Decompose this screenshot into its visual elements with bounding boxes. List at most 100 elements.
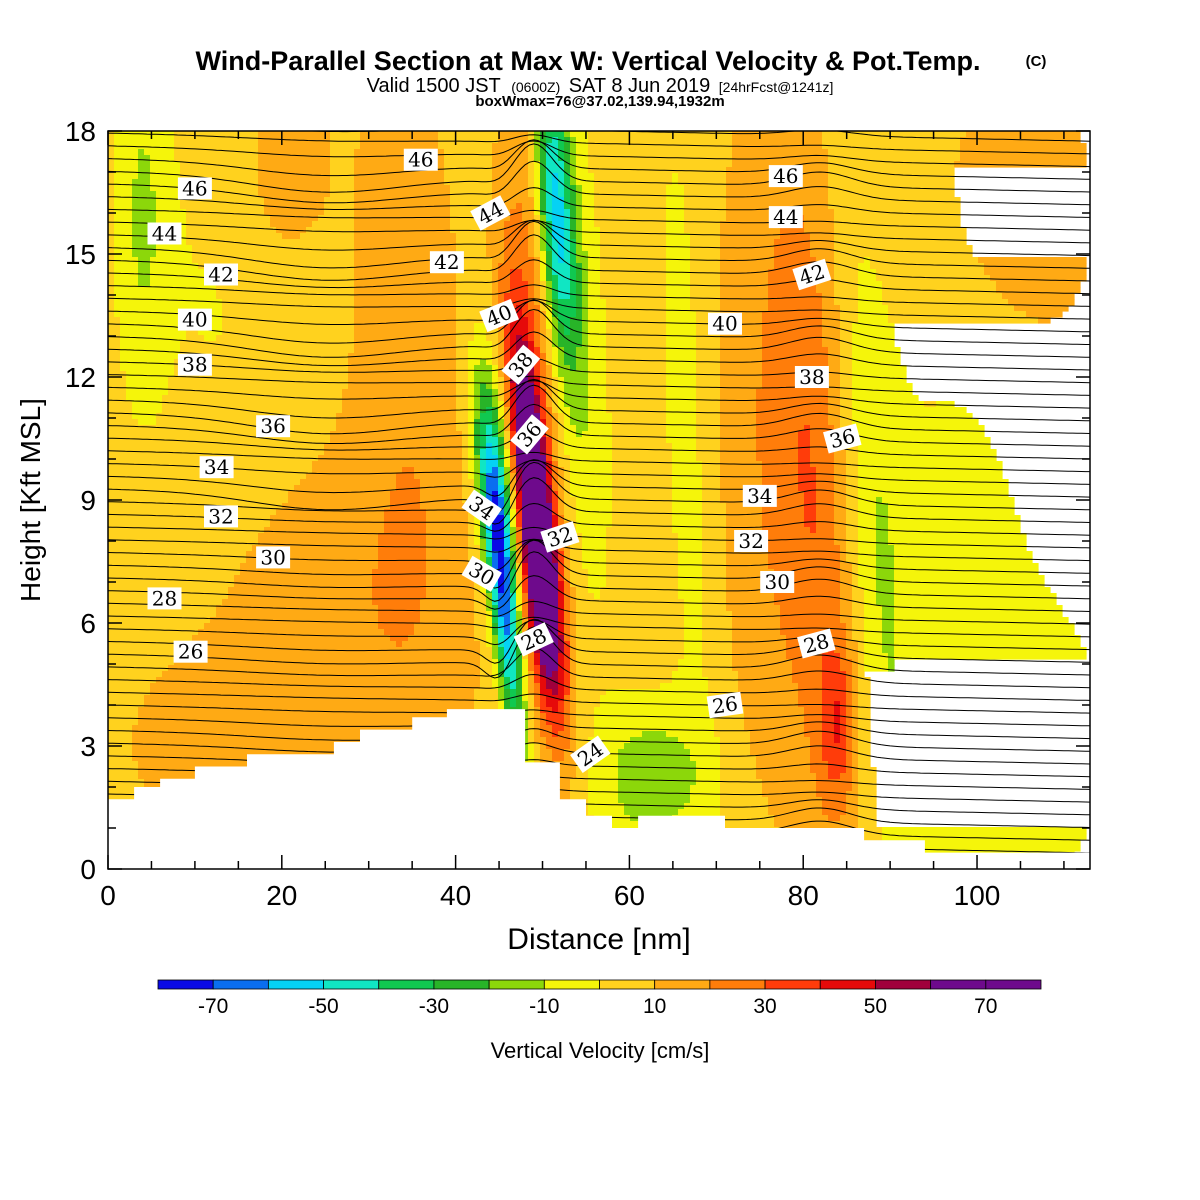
isentrope-line xyxy=(108,459,1090,498)
velocity-cell xyxy=(540,407,547,414)
velocity-cell xyxy=(762,359,829,366)
velocity-cell xyxy=(528,239,535,246)
colorbar-tick-label: -30 xyxy=(419,995,449,1018)
velocity-cell xyxy=(720,383,763,390)
velocity-cell xyxy=(798,437,811,444)
velocity-cell xyxy=(534,605,559,612)
isentrope-line xyxy=(108,220,1090,269)
velocity-cell xyxy=(378,563,427,570)
velocity-cell xyxy=(858,527,877,534)
velocity-cell xyxy=(588,281,601,288)
velocity-cell xyxy=(384,515,427,522)
velocity-cell xyxy=(528,563,559,570)
velocity-cell xyxy=(858,455,997,462)
velocity-cell xyxy=(576,281,583,288)
velocity-cell xyxy=(546,455,553,462)
velocity-cell xyxy=(678,539,703,546)
velocity-cell xyxy=(132,407,163,414)
contour-label-text: 32 xyxy=(208,504,233,528)
velocity-cell xyxy=(330,131,361,138)
velocity-cell xyxy=(492,287,499,294)
velocity-cell xyxy=(834,719,841,726)
velocity-cell xyxy=(552,395,559,402)
velocity-cell xyxy=(570,203,577,210)
velocity-cell xyxy=(534,365,541,372)
velocity-cell xyxy=(666,221,685,228)
velocity-cell xyxy=(534,317,541,324)
velocity-cell xyxy=(492,155,529,162)
velocity-cell xyxy=(510,509,517,516)
velocity-cell xyxy=(528,155,535,162)
velocity-cell xyxy=(180,173,259,180)
velocity-cell xyxy=(846,719,853,726)
isentrope-line xyxy=(108,430,1090,460)
velocity-cell xyxy=(510,491,517,498)
velocity-cell xyxy=(108,485,295,492)
velocity-cell xyxy=(480,389,493,396)
velocity-cell xyxy=(570,365,577,372)
velocity-cell xyxy=(540,221,547,228)
forecast-tag: [24hrFcst@1241z] xyxy=(719,79,834,95)
velocity-cell xyxy=(852,431,985,438)
velocity-cell xyxy=(258,185,331,192)
velocity-cell xyxy=(510,557,517,564)
valid-time-line: Valid 1500 JST (0600Z) SAT 8 Jun 2019 [2… xyxy=(367,75,834,97)
velocity-cell xyxy=(318,215,355,222)
isentrope-line xyxy=(108,297,1090,320)
velocity-cell xyxy=(108,179,115,186)
velocity-cell xyxy=(546,353,553,360)
velocity-cell xyxy=(894,611,1063,618)
velocity-cell xyxy=(150,263,199,270)
velocity-cell xyxy=(756,773,817,780)
velocity-cell xyxy=(588,275,601,282)
isentrope-line xyxy=(108,132,1090,155)
velocity-cell xyxy=(108,263,115,270)
velocity-cell xyxy=(954,161,1087,168)
velocity-cell xyxy=(330,143,361,150)
velocity-cell xyxy=(522,557,529,564)
velocity-cell xyxy=(564,197,571,204)
velocity-cell xyxy=(852,635,865,642)
velocity-cell xyxy=(846,749,853,756)
velocity-cell xyxy=(564,329,571,336)
velocity-cell xyxy=(456,305,493,312)
velocity-cell xyxy=(456,401,469,408)
velocity-cell xyxy=(540,233,547,240)
velocity-cell xyxy=(474,581,481,588)
velocity-cell xyxy=(222,305,355,312)
velocity-cell xyxy=(852,731,859,738)
x-tick-label: 100 xyxy=(954,880,1001,911)
velocity-cell xyxy=(876,569,895,576)
velocity-cell xyxy=(528,143,535,150)
velocity-cell xyxy=(480,647,493,654)
velocity-cell xyxy=(696,449,721,456)
velocity-cell xyxy=(570,785,589,792)
velocity-cell xyxy=(702,569,727,576)
velocity-cell xyxy=(858,791,877,798)
velocity-cell xyxy=(450,221,487,228)
velocity-cell xyxy=(552,425,559,432)
velocity-cell xyxy=(774,587,841,594)
velocity-cell xyxy=(546,275,553,282)
velocity-cell xyxy=(504,677,511,684)
velocity-cell xyxy=(240,569,373,576)
velocity-cell xyxy=(828,377,841,384)
velocity-cell xyxy=(108,137,115,144)
velocity-cell xyxy=(852,563,859,570)
velocity-cell xyxy=(564,215,571,222)
velocity-cell xyxy=(174,365,349,372)
contour-label-bg xyxy=(540,521,580,553)
velocity-cell xyxy=(588,389,607,396)
velocity-cell xyxy=(588,413,613,420)
velocity-cell xyxy=(576,179,595,186)
velocity-cell xyxy=(558,449,565,456)
velocity-cell xyxy=(840,737,847,744)
velocity-cell xyxy=(114,305,223,312)
velocity-cell xyxy=(858,659,865,666)
velocity-cell xyxy=(768,269,817,276)
velocity-cell xyxy=(504,239,529,246)
terrain-mask xyxy=(108,709,1090,869)
velocity-cell xyxy=(612,455,673,462)
velocity-cell xyxy=(474,473,481,480)
velocity-cell xyxy=(534,677,541,684)
